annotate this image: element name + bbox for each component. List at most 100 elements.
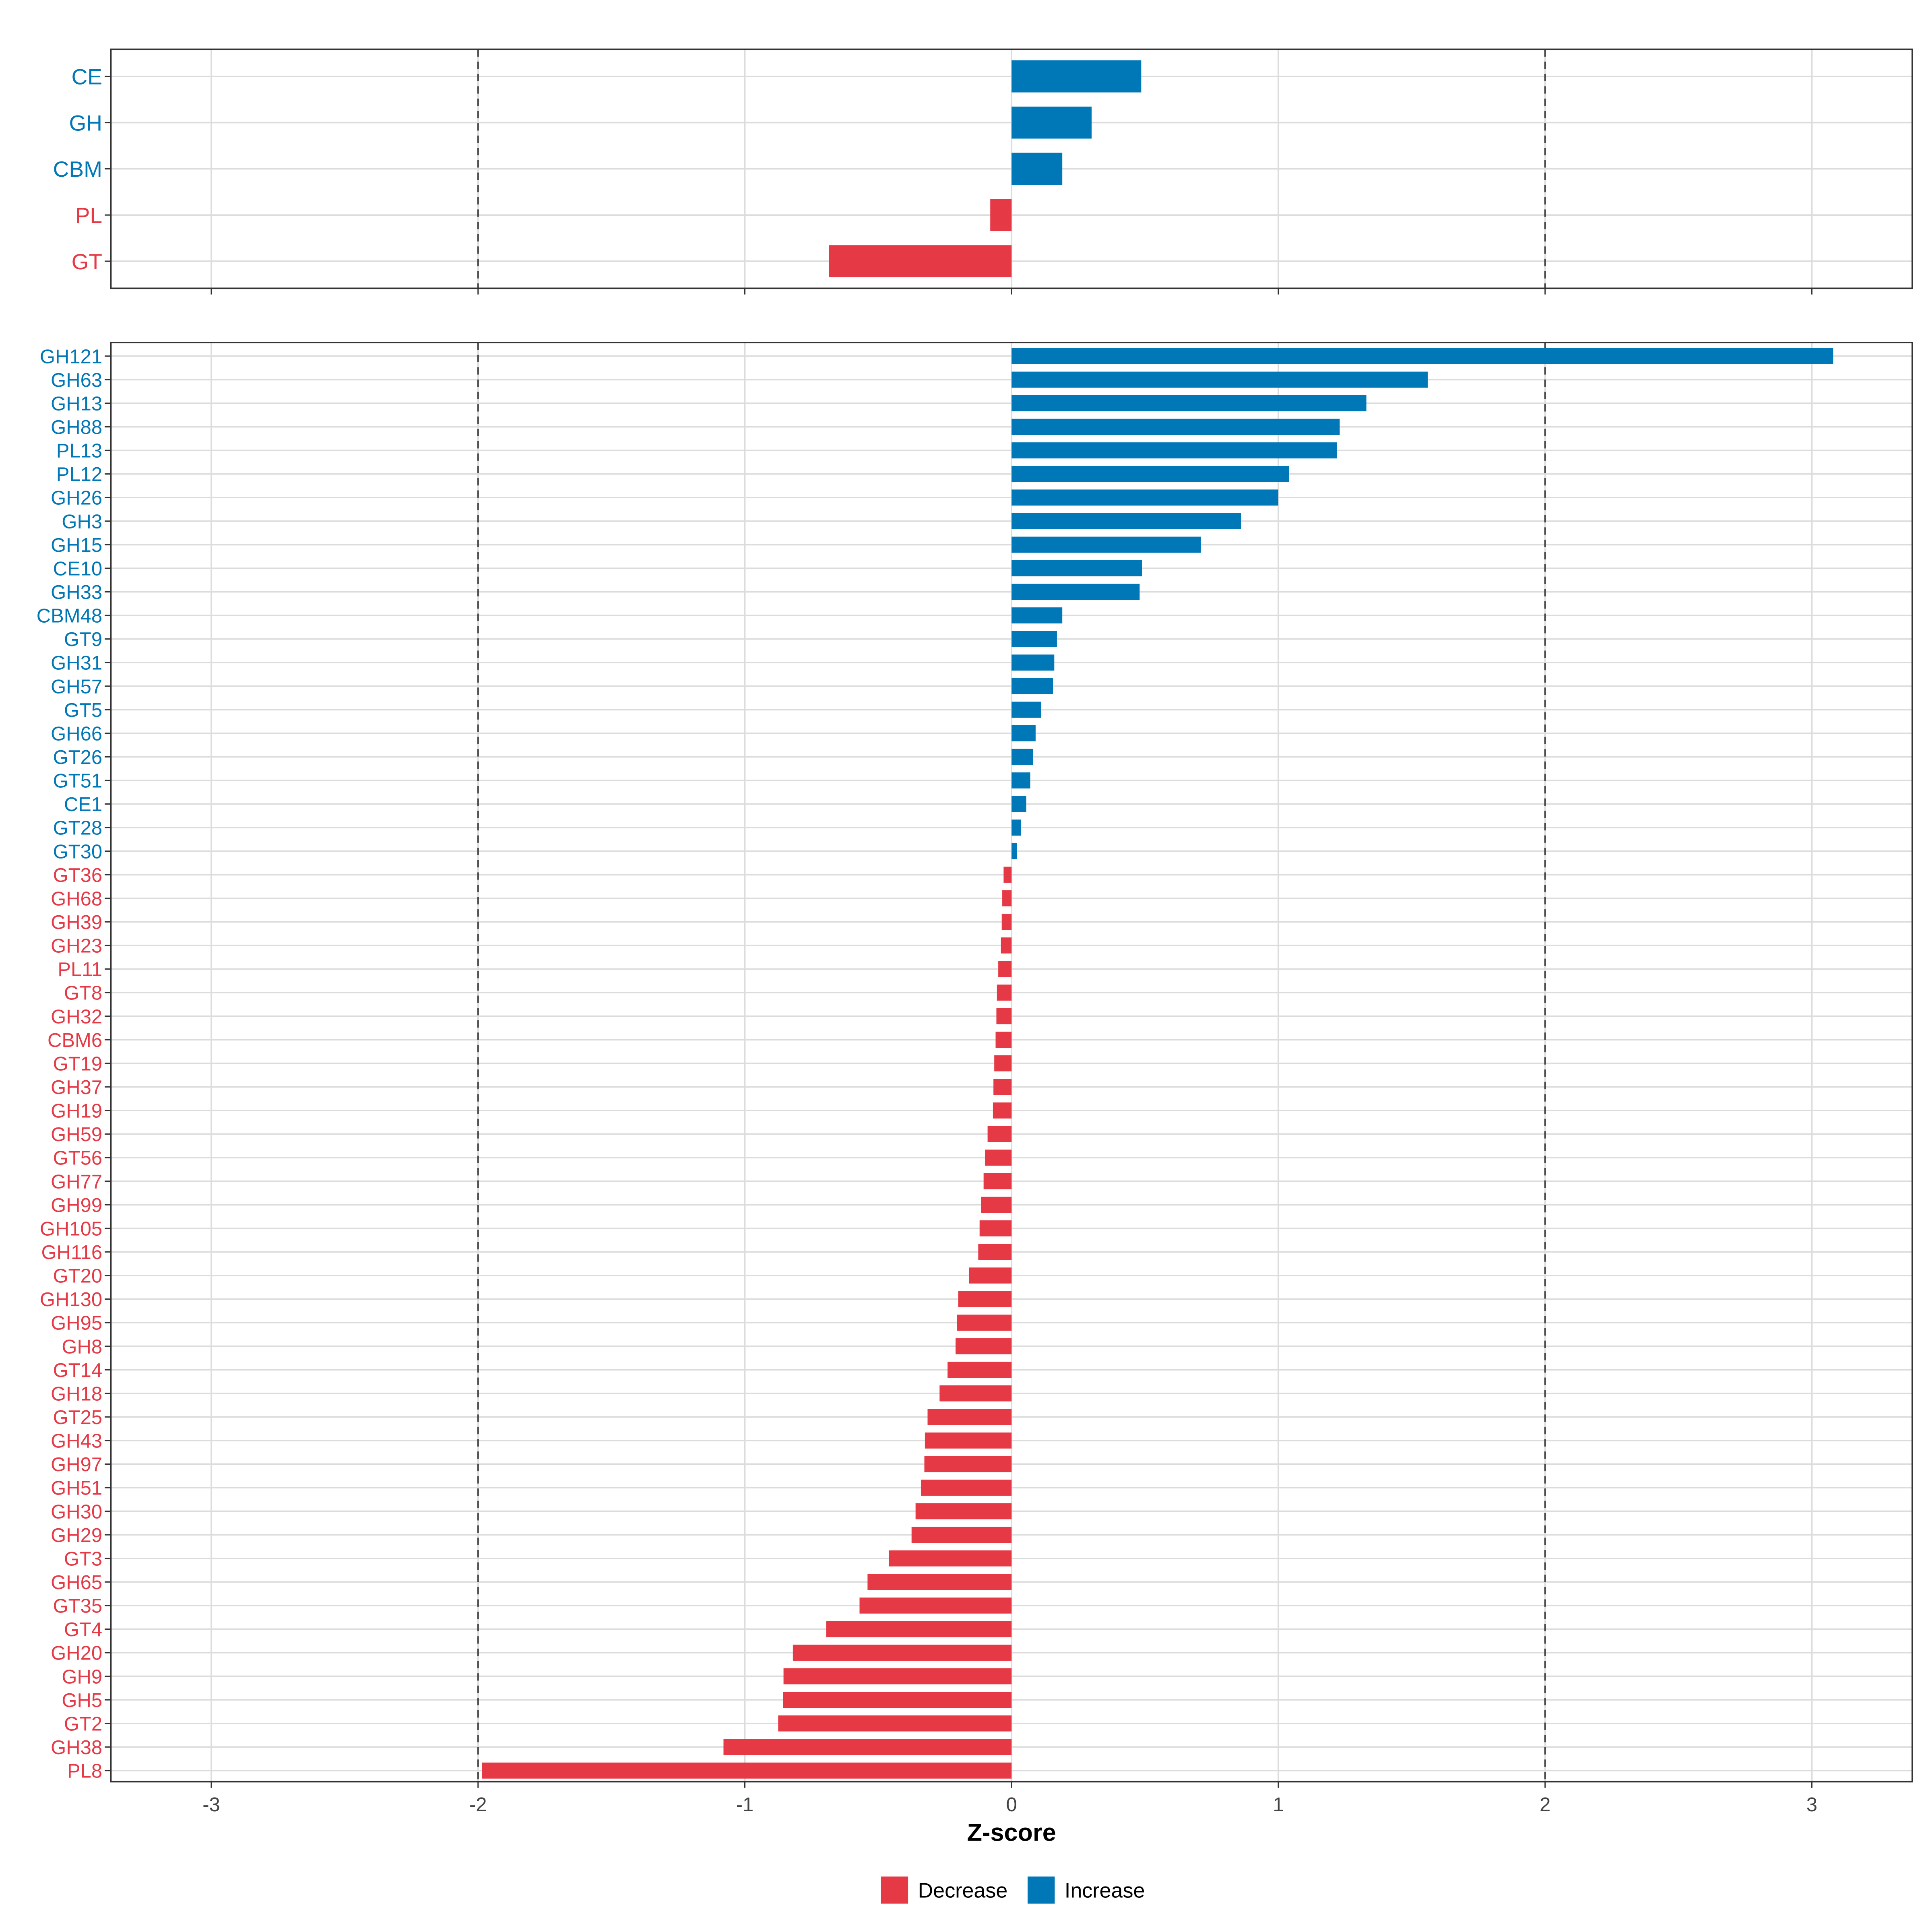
category-label: GT28 xyxy=(53,817,102,839)
bar-gt4 xyxy=(826,1621,1012,1637)
bar-gt9 xyxy=(1011,631,1057,647)
top-panel: CE GH CBM PL GT xyxy=(53,48,1913,295)
bar-gh57 xyxy=(1011,678,1053,694)
bar-gh130 xyxy=(958,1291,1012,1307)
category-label: GT25 xyxy=(53,1407,102,1428)
bar-gt30 xyxy=(1011,843,1017,859)
legend-swatch-increase xyxy=(1028,1876,1055,1904)
category-label: GH37 xyxy=(51,1077,102,1098)
category-label: GH57 xyxy=(51,676,102,698)
category-label: GH33 xyxy=(51,582,102,603)
category-label: GH95 xyxy=(51,1313,102,1334)
x-tick-label: 1 xyxy=(1273,1794,1284,1816)
category-label: GH43 xyxy=(51,1430,102,1452)
category-label: GT30 xyxy=(53,841,102,863)
category-label: GT20 xyxy=(53,1265,102,1287)
legend-swatch-decrease xyxy=(881,1876,908,1904)
category-label: GT xyxy=(72,249,103,274)
bar-gt56 xyxy=(985,1150,1012,1166)
category-label: PL8 xyxy=(67,1761,102,1782)
bar-gh95 xyxy=(957,1315,1012,1331)
category-label: GT56 xyxy=(53,1148,102,1169)
category-label: GT26 xyxy=(53,747,102,768)
category-label: GT36 xyxy=(53,865,102,886)
category-label: GH39 xyxy=(51,912,102,933)
category-label: GH15 xyxy=(51,535,102,556)
category-label: GH20 xyxy=(51,1643,102,1664)
bar-gh20 xyxy=(793,1645,1012,1661)
bar-cbm xyxy=(1011,153,1063,185)
bar-gt35 xyxy=(859,1598,1012,1614)
category-label: GT19 xyxy=(53,1053,102,1075)
bar-gh121 xyxy=(1011,348,1833,364)
x-tick-label: 2 xyxy=(1540,1794,1550,1816)
category-label: GH51 xyxy=(51,1478,102,1499)
bar-gh68 xyxy=(1002,890,1012,906)
bar-gh31 xyxy=(1011,654,1055,671)
category-label: GH66 xyxy=(51,723,102,745)
category-label: CE xyxy=(72,64,103,89)
bar-gh88 xyxy=(1011,419,1340,435)
x-tick-label: -2 xyxy=(469,1794,487,1816)
bar-pl xyxy=(990,199,1012,231)
bar-gh43 xyxy=(925,1432,1012,1449)
category-label: GT9 xyxy=(64,629,102,650)
bar-gh77 xyxy=(983,1173,1012,1189)
bar-cbm48 xyxy=(1011,607,1063,623)
bar-gh63 xyxy=(1011,372,1428,388)
category-label: GH99 xyxy=(51,1195,102,1216)
category-label: GH31 xyxy=(51,652,102,674)
category-label: GT51 xyxy=(53,770,102,792)
category-label: GT8 xyxy=(64,983,102,1004)
bar-gh9 xyxy=(783,1668,1012,1684)
category-label: PL13 xyxy=(56,440,102,462)
category-label: GT5 xyxy=(64,700,102,721)
category-label: GH88 xyxy=(51,417,102,438)
bar-gh13 xyxy=(1011,395,1366,411)
x-tick-label: -3 xyxy=(202,1794,220,1816)
bar-gh30 xyxy=(915,1503,1012,1519)
bar-gt51 xyxy=(1011,772,1030,788)
bar-gt36 xyxy=(1003,867,1012,883)
category-label: GH5 xyxy=(62,1690,102,1711)
bar-gh32 xyxy=(996,1008,1012,1024)
bar-gt20 xyxy=(969,1267,1012,1284)
bar-gh99 xyxy=(981,1197,1012,1213)
category-label: GT14 xyxy=(53,1360,102,1381)
category-label: PL12 xyxy=(56,464,102,485)
category-label: CE1 xyxy=(64,794,102,815)
category-label: GH63 xyxy=(51,369,102,391)
x-tick-label: 0 xyxy=(1006,1794,1017,1816)
category-label: GH121 xyxy=(40,346,102,367)
bar-gt xyxy=(829,245,1012,277)
bar-gh26 xyxy=(1011,489,1279,506)
category-label: CBM xyxy=(53,157,102,182)
category-label: GH105 xyxy=(40,1218,102,1240)
x-axis-ticks: -3 -2 -1 0 1 2 3 xyxy=(202,1794,1817,1816)
category-label: GH26 xyxy=(51,487,102,509)
bar-gh59 xyxy=(987,1126,1012,1142)
bar-pl11 xyxy=(998,961,1012,977)
bar-pl12 xyxy=(1011,466,1289,482)
category-label: CBM48 xyxy=(37,605,102,627)
category-label: CE10 xyxy=(53,558,103,580)
bar-gh5 xyxy=(783,1692,1012,1708)
category-label: PL11 xyxy=(58,959,102,980)
bar-gh51 xyxy=(921,1480,1012,1496)
bar-gh66 xyxy=(1011,725,1036,741)
bar-ce xyxy=(1011,60,1141,93)
bar-gt26 xyxy=(1011,749,1033,765)
bar-gt5 xyxy=(1011,702,1041,718)
bottom-panel: GH121GH63GH13GH88PL13PL12GH26GH3GH15CE10… xyxy=(37,342,1913,1788)
category-label: GT3 xyxy=(64,1548,102,1570)
bar-gh37 xyxy=(993,1079,1012,1095)
category-label: GT35 xyxy=(53,1596,102,1617)
category-label: GT4 xyxy=(64,1619,102,1641)
bar-cbm6 xyxy=(995,1032,1012,1048)
category-label: GH38 xyxy=(51,1737,102,1759)
x-axis-label: Z-score xyxy=(967,1818,1056,1846)
bar-gh29 xyxy=(911,1527,1012,1543)
bar-gh39 xyxy=(1001,914,1012,930)
category-label: GH30 xyxy=(51,1501,102,1523)
x-tick-label: -1 xyxy=(736,1794,754,1816)
